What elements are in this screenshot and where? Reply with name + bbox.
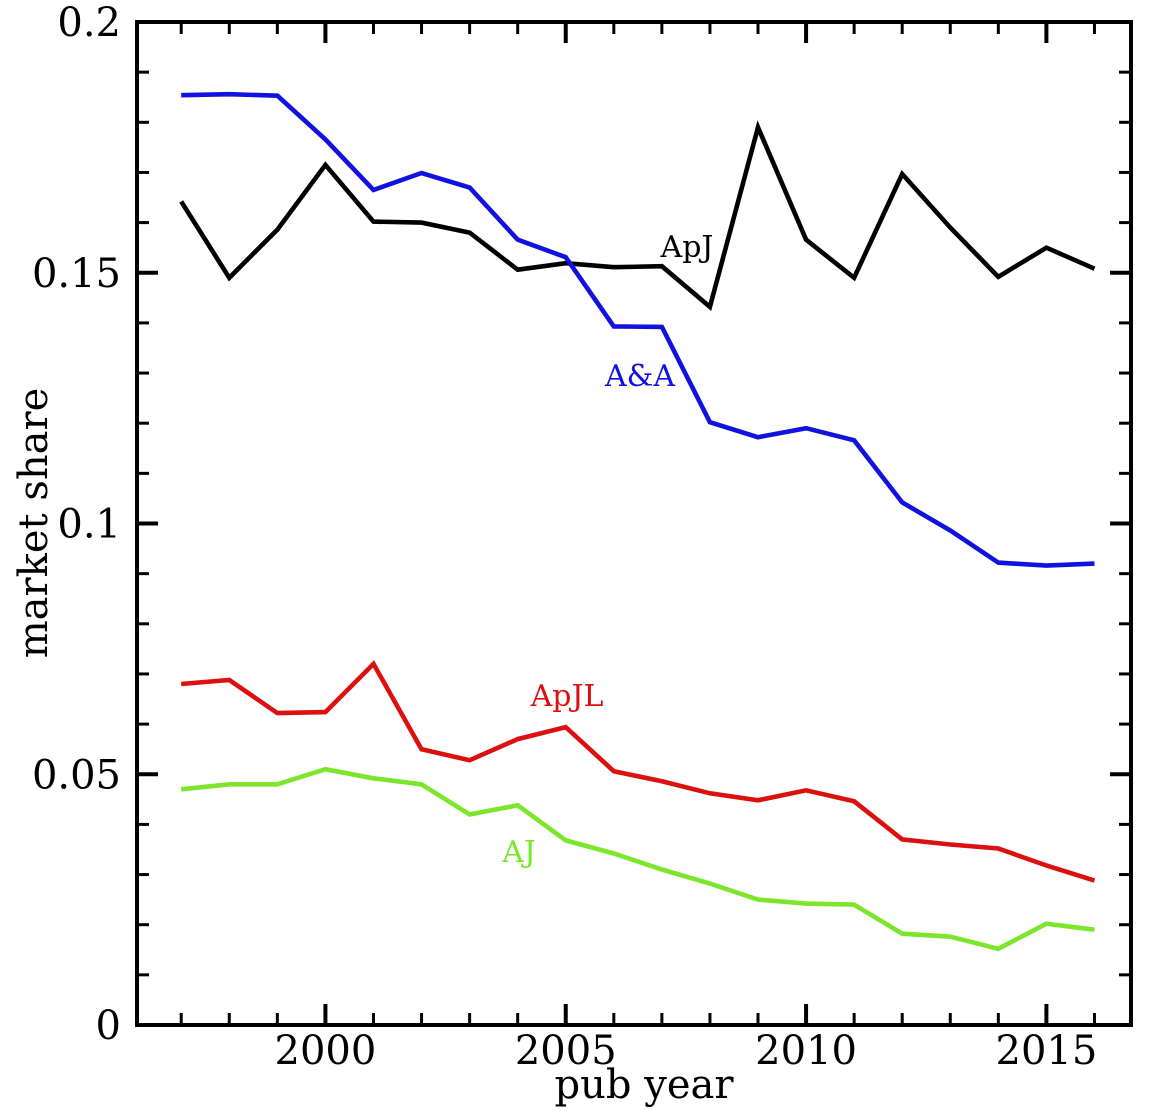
y-axis-title: market share <box>11 388 57 659</box>
y-tick-label: 0 <box>96 1003 121 1049</box>
x-tick-label: 2010 <box>755 1028 857 1074</box>
series-label-apj: ApJ <box>660 230 714 265</box>
x-tick-label: 2000 <box>275 1028 377 1074</box>
plot-frame <box>135 20 1133 1027</box>
series-label-apjl: ApJL <box>530 679 604 714</box>
series-label-aj: AJ <box>501 835 536 870</box>
series-line-aa <box>181 91 1095 568</box>
y-tick-label: 0.05 <box>32 752 121 798</box>
x-tick-label: 2005 <box>515 1028 617 1074</box>
series-line-apj <box>179 120 1096 312</box>
series-line-apjl <box>181 660 1096 883</box>
series-label-aa: A&A <box>604 359 675 394</box>
x-tick-label: 2015 <box>996 1028 1098 1074</box>
y-tick-label: 0.15 <box>32 251 121 297</box>
series-line-aj <box>180 766 1095 952</box>
y-tick-label: 0.1 <box>57 502 121 548</box>
y-tick-label: 0.2 <box>57 0 121 46</box>
x-axis-title: pub year <box>555 1062 735 1108</box>
